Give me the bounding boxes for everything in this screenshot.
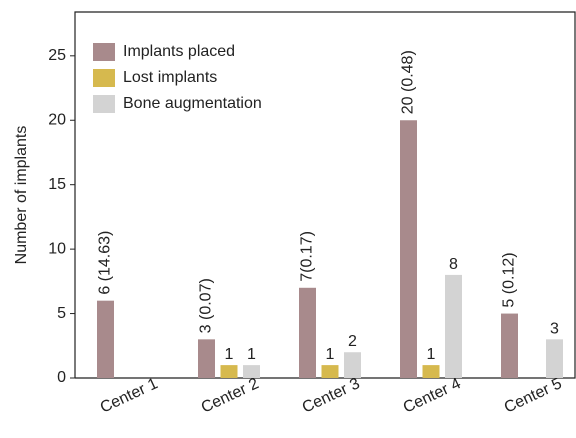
value-label: 1 — [225, 346, 234, 363]
value-label: 2 — [348, 333, 357, 350]
bar — [220, 365, 238, 378]
bar — [344, 352, 361, 378]
bar — [445, 274, 462, 378]
value-label: 3 (0.07) — [198, 278, 215, 333]
y-tick-label: 20 — [48, 111, 66, 128]
legend-swatch — [93, 95, 115, 113]
value-label: 8 — [449, 256, 458, 273]
bar — [501, 313, 518, 378]
x-tick-label: Center 1 — [98, 375, 161, 416]
legend-label: Lost implants — [123, 69, 217, 86]
bar — [97, 300, 114, 378]
legend-label: Bone augmentation — [123, 95, 262, 112]
value-label: 3 — [550, 320, 559, 337]
value-label: 20 (0.48) — [400, 50, 417, 114]
value-label: 7(0.17) — [299, 231, 316, 282]
x-tick-label: Center 3 — [300, 375, 363, 416]
x-tick-label: Center 4 — [401, 375, 464, 416]
y-axis-label: Number of implants — [13, 126, 30, 265]
x-tick-label: Center 5 — [502, 375, 565, 416]
bar — [243, 365, 260, 378]
bar — [321, 365, 339, 378]
bar — [546, 339, 563, 378]
axis-frame — [74, 11, 576, 379]
value-label: 5 (0.12) — [501, 252, 518, 307]
bar — [400, 120, 417, 378]
y-tick-label: 5 — [57, 305, 66, 322]
value-label: 1 — [326, 346, 335, 363]
bar — [299, 287, 316, 378]
x-tick-label: Center 2 — [199, 375, 262, 416]
legend-swatch — [93, 69, 115, 87]
value-label: 6 (14.63) — [97, 231, 114, 295]
value-label: 1 — [427, 346, 436, 363]
legend-label: Implants placed — [123, 43, 235, 60]
y-tick-label: 10 — [48, 240, 66, 257]
y-tick-label: 0 — [57, 369, 66, 386]
bar — [422, 365, 440, 378]
legend-swatch — [93, 43, 115, 61]
bar — [198, 339, 215, 378]
value-label: 1 — [247, 346, 256, 363]
y-tick-label: 25 — [48, 47, 66, 64]
y-tick-label: 15 — [48, 176, 66, 193]
